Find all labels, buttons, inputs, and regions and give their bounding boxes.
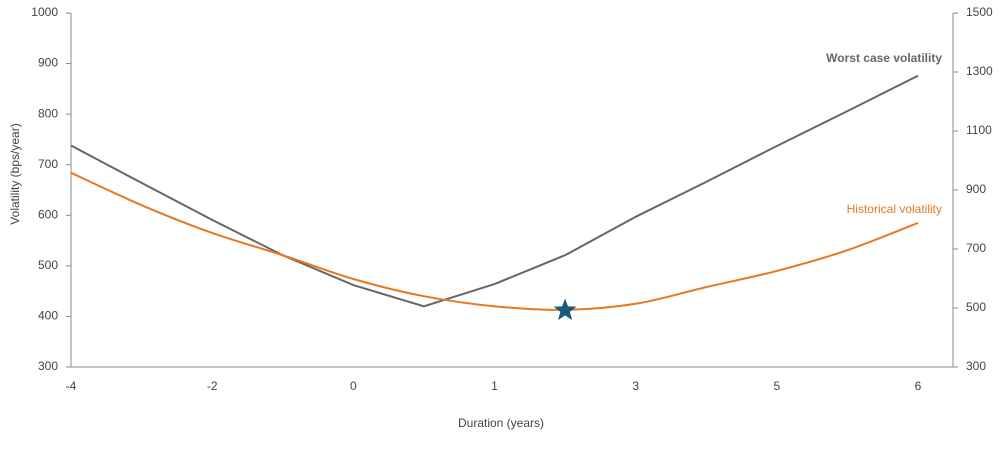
- y2-tick-label: 500: [966, 300, 986, 314]
- series-label: Worst case volatility: [826, 51, 942, 65]
- x-tick-label: -4: [66, 379, 77, 393]
- y2-tick-label: 1100: [966, 123, 992, 137]
- series-line: [70, 74, 919, 308]
- series-line: [70, 171, 919, 311]
- y2-tick-label: 700: [966, 241, 986, 255]
- y-tick-label: 900: [38, 56, 58, 70]
- y-tick-label: 500: [38, 258, 58, 272]
- y-tick-label: 300: [38, 359, 58, 373]
- series-label: Historical volatility: [847, 202, 942, 216]
- y-tick-label: 1000: [31, 5, 58, 19]
- highlight-star: [553, 298, 577, 321]
- x-tick-label: 1: [491, 379, 498, 393]
- y2-tick-label: 1500: [966, 5, 993, 19]
- y-tick-label: 400: [38, 309, 58, 323]
- y-tick-label: 800: [38, 106, 58, 120]
- y2-tick-label: 1300: [966, 64, 993, 78]
- x-axis-title: Duration (years): [458, 416, 544, 430]
- x-tick-label: 0: [350, 379, 357, 393]
- y-tick-label: 700: [38, 157, 58, 171]
- x-tick-label: 5: [773, 379, 780, 393]
- y2-tick-label: 900: [966, 182, 986, 196]
- y-tick-label: 600: [38, 207, 58, 221]
- x-tick-label: 6: [915, 379, 922, 393]
- y-axis-title: Volatility (bps/year): [8, 123, 22, 224]
- x-tick-label: 3: [632, 379, 639, 393]
- x-tick-label: -2: [207, 379, 218, 393]
- y2-tick-label: 300: [966, 359, 986, 373]
